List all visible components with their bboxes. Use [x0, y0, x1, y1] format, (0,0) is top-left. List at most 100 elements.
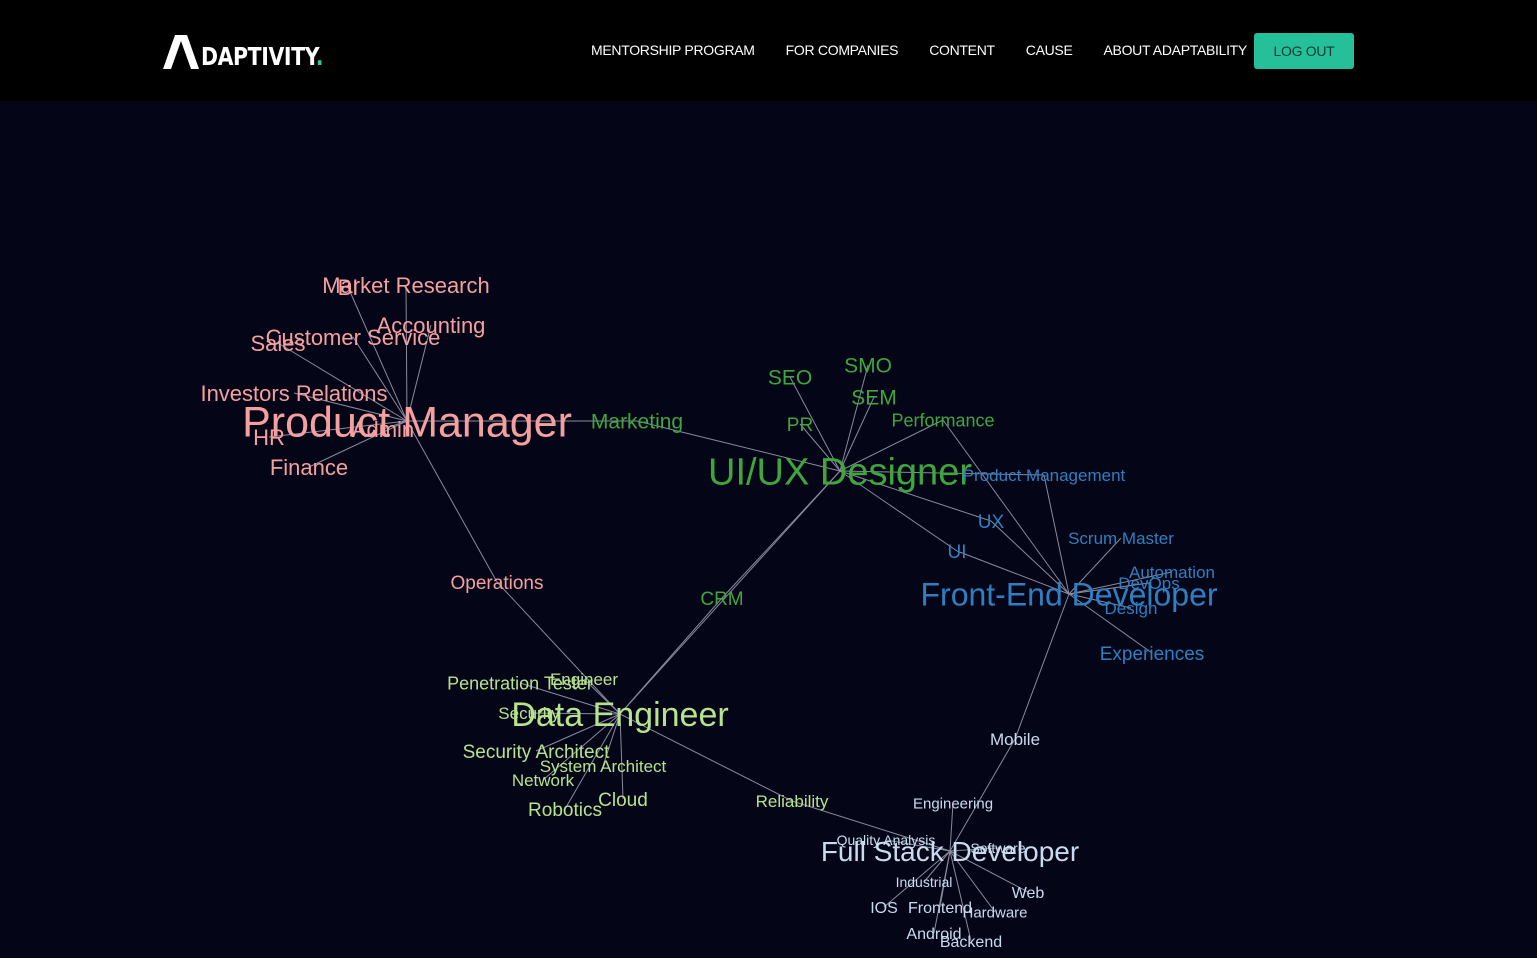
skill-node-sec_architect[interactable]: Security Architect — [463, 742, 610, 763]
edge-pen_tester-de — [519, 682, 621, 715]
skill-node-finance[interactable]: Finance — [270, 455, 348, 480]
edge-operations-pm — [406, 420, 498, 583]
nav-cause[interactable]: CAUSE — [1025, 42, 1073, 58]
logout-button[interactable]: LOG OUT — [1254, 33, 1354, 69]
skill-node-admin[interactable]: Admin — [352, 417, 414, 442]
skill-node-android[interactable]: Android — [906, 926, 961, 943]
skill-node-sem[interactable]: SEM — [851, 387, 897, 410]
skill-node-bi[interactable]: BI — [338, 275, 359, 300]
skill-node-market_research[interactable]: Market Research — [322, 273, 490, 298]
edge-android-fs — [933, 850, 951, 934]
edge-product_mgmt-fe — [1043, 474, 1070, 595]
hub-node-uiux[interactable]: UI/UX Designer — [708, 452, 972, 494]
skill-node-investors[interactable]: Investors Relations — [200, 381, 387, 406]
edge-operations-de — [496, 581, 621, 715]
edge-ux-uiux — [839, 470, 992, 522]
skill-node-qa[interactable]: Quality Analysis — [837, 832, 936, 848]
graph-edges — [268, 284, 1173, 942]
skill-node-engineering[interactable]: Engineering — [913, 795, 993, 812]
edge-sys_architect-de — [602, 713, 621, 767]
skill-node-network[interactable]: Network — [512, 771, 575, 790]
logo-a-icon — [163, 35, 199, 69]
edge-ios-fs — [883, 850, 951, 908]
nav-mentorship-program[interactable]: MENTORSHIP PROGRAM — [591, 42, 755, 58]
edge-security-de — [528, 712, 621, 715]
skill-node-hr[interactable]: HR — [253, 425, 285, 450]
skill-node-hardware[interactable]: Hardware — [962, 904, 1027, 921]
edge-ui-fe — [956, 550, 1070, 595]
skill-node-web[interactable]: Web — [1012, 885, 1045, 902]
edge-sec_architect-de — [535, 713, 621, 752]
edge-sales-pm — [277, 342, 408, 422]
skill-node-seo[interactable]: SEO — [768, 367, 812, 390]
skill-node-automation[interactable]: Automation — [1129, 563, 1215, 582]
skill-node-sys_architect[interactable]: System Architect — [540, 757, 667, 776]
skill-node-accounting[interactable]: Accounting — [377, 313, 486, 338]
skill-node-engineer[interactable]: Engineer — [550, 670, 618, 689]
hub-node-pm[interactable]: Product Manager — [242, 398, 572, 446]
nav-about-adaptability[interactable]: ABOUT ADAPTABILITY — [1103, 42, 1248, 58]
edge-software-fs — [949, 847, 999, 852]
edge-accounting-pm — [406, 324, 432, 422]
skill-node-experiences[interactable]: Experiences — [1100, 644, 1205, 665]
skill-node-smo[interactable]: SMO — [844, 355, 892, 378]
skill-node-industrial[interactable]: Industrial — [896, 874, 953, 890]
skill-node-cloud[interactable]: Cloud — [598, 790, 648, 811]
edge-bi-pm — [347, 286, 408, 422]
skill-node-devops[interactable]: DevOps — [1118, 574, 1179, 593]
graph-labels: Product Manager UI/UX Designer Front-End D… — [200, 273, 1217, 951]
edge-marketing-uiux — [636, 420, 841, 472]
skill-node-software[interactable]: Software — [970, 840, 1025, 856]
hub-node-de[interactable]: Data Engineer — [511, 696, 728, 734]
edge-performance-uiux — [839, 419, 944, 472]
edge-engineering-fs — [949, 802, 954, 852]
skill-node-backend[interactable]: Backend — [940, 934, 1002, 951]
edge-design-fe — [1068, 593, 1132, 609]
edge-robotics-de — [564, 713, 621, 810]
edge-sem-uiux — [839, 396, 875, 472]
skill-node-robotics[interactable]: Robotics — [528, 800, 602, 821]
skill-node-operations[interactable]: Operations — [451, 573, 544, 594]
nav-content[interactable]: CONTENT — [929, 42, 995, 58]
hub-node-fs[interactable]: Full Stack Developer — [821, 836, 1079, 867]
skill-node-ios[interactable]: IOS — [870, 900, 898, 917]
edge-reliability-de — [619, 713, 793, 802]
skill-node-reliability[interactable]: Reliability — [756, 792, 829, 811]
skill-node-security[interactable]: Security — [498, 704, 560, 723]
edge-scrum-fe — [1068, 537, 1122, 595]
skill-node-ux[interactable]: UX — [978, 512, 1005, 533]
skill-node-sales[interactable]: Sales — [250, 331, 305, 356]
edge-market_research-pm — [405, 284, 408, 422]
edge-web-fs — [949, 850, 1029, 893]
skill-node-mobile[interactable]: Mobile — [990, 730, 1040, 749]
top-navigation-bar: DAPTIVITY. MENTORSHIP PROGRAM FOR COMPAN… — [0, 0, 1537, 101]
edge-experiences-fe — [1068, 593, 1153, 654]
edge-industrial-fs — [923, 850, 951, 883]
edge-performance-fe — [942, 419, 1070, 595]
career-skills-graph[interactable]: Product Manager UI/UX Designer Front-End D… — [0, 101, 1537, 958]
edge-hardware-fs — [949, 850, 996, 913]
skill-node-product_mgmt[interactable]: Product Management — [963, 466, 1126, 485]
skill-node-pr[interactable]: PR — [787, 415, 813, 436]
skill-node-frontend_skill[interactable]: Frontend — [908, 900, 972, 917]
skill-node-ui[interactable]: UI — [948, 542, 967, 563]
skill-node-design[interactable]: Design — [1105, 599, 1158, 618]
hub-node-fe[interactable]: Front-End Developer — [920, 577, 1217, 613]
edge-uiux-de — [619, 470, 841, 715]
edge-pr-uiux — [799, 423, 841, 472]
edge-seo-uiux — [789, 376, 841, 472]
logo-dot: . — [315, 42, 324, 71]
edge-network-de — [542, 713, 621, 781]
skill-node-customer_service[interactable]: Customer Service — [266, 325, 441, 350]
logo-text: DAPTIVITY. — [201, 42, 324, 71]
edge-mobile-fe — [1014, 593, 1070, 740]
skill-node-performance[interactable]: Performance — [891, 410, 994, 430]
edge-mobile-fs — [949, 738, 1016, 852]
skill-node-crm[interactable]: CRM — [700, 589, 743, 610]
main-nav: MENTORSHIP PROGRAM FOR COMPANIES CONTENT… — [591, 40, 1278, 60]
skill-node-scrum[interactable]: Scrum Master — [1068, 529, 1174, 548]
skill-node-pen_tester[interactable]: Penetration Tester — [447, 673, 593, 693]
adaptivity-logo[interactable]: DAPTIVITY. — [163, 33, 350, 69]
nav-for-companies[interactable]: FOR COMPANIES — [785, 42, 899, 58]
skill-node-marketing[interactable]: Marketing — [591, 411, 683, 434]
